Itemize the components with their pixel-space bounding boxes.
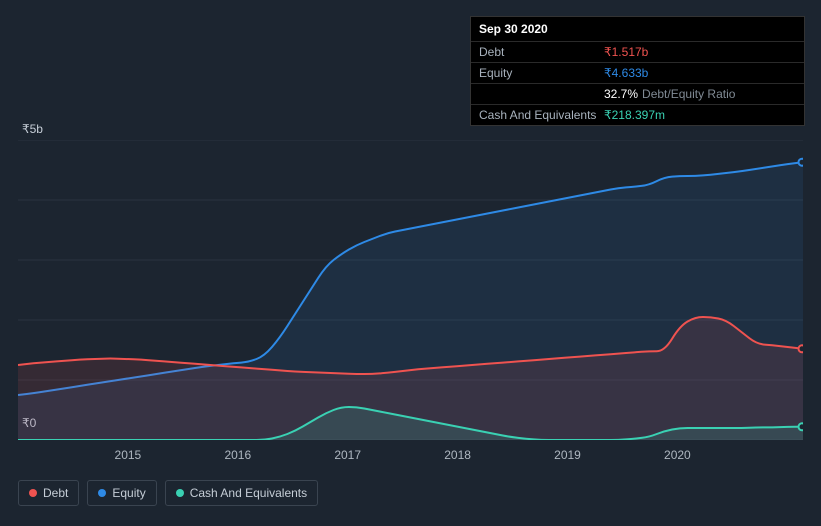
- xaxis-label: 2016: [224, 448, 251, 462]
- chart-tooltip: Sep 30 2020 Debt₹1.517bEquity₹4.633b32.7…: [470, 16, 805, 126]
- tooltip-row-label: Cash And Equivalents: [479, 108, 604, 122]
- tooltip-date: Sep 30 2020: [471, 17, 804, 41]
- tooltip-row-value: ₹218.397m: [604, 108, 665, 122]
- xaxis-label: 2020: [664, 448, 691, 462]
- tooltip-row-label: Debt: [479, 45, 604, 59]
- tooltip-row-value: 32.7%: [604, 87, 638, 101]
- legend-label: Cash And Equivalents: [190, 486, 307, 500]
- legend-item[interactable]: Cash And Equivalents: [165, 480, 318, 506]
- tooltip-row-suffix: Debt/Equity Ratio: [642, 87, 735, 101]
- tooltip-row: 32.7% Debt/Equity Ratio: [471, 83, 804, 104]
- legend-dot-icon: [176, 489, 184, 497]
- legend-label: Equity: [112, 486, 145, 500]
- xaxis-label: 2019: [554, 448, 581, 462]
- chart-svg: [18, 140, 803, 440]
- legend: Debt Equity Cash And Equivalents: [18, 480, 318, 506]
- tooltip-row-value: ₹4.633b: [604, 66, 648, 80]
- tooltip-row-value: ₹1.517b: [604, 45, 648, 59]
- chart-plot-area[interactable]: [18, 140, 803, 440]
- tooltip-row-label: [479, 87, 604, 101]
- legend-dot-icon: [98, 489, 106, 497]
- tooltip-row: Debt₹1.517b: [471, 41, 804, 62]
- xaxis-label: 2015: [115, 448, 142, 462]
- yaxis-top-label: ₹5b: [22, 122, 43, 136]
- xaxis-label: 2018: [444, 448, 471, 462]
- xaxis-label: 2017: [334, 448, 361, 462]
- legend-item[interactable]: Debt: [18, 480, 79, 506]
- legend-dot-icon: [29, 489, 37, 497]
- tooltip-row: Cash And Equivalents₹218.397m: [471, 104, 804, 125]
- tooltip-row-label: Equity: [479, 66, 604, 80]
- legend-item[interactable]: Equity: [87, 480, 156, 506]
- tooltip-row: Equity₹4.633b: [471, 62, 804, 83]
- legend-label: Debt: [43, 486, 68, 500]
